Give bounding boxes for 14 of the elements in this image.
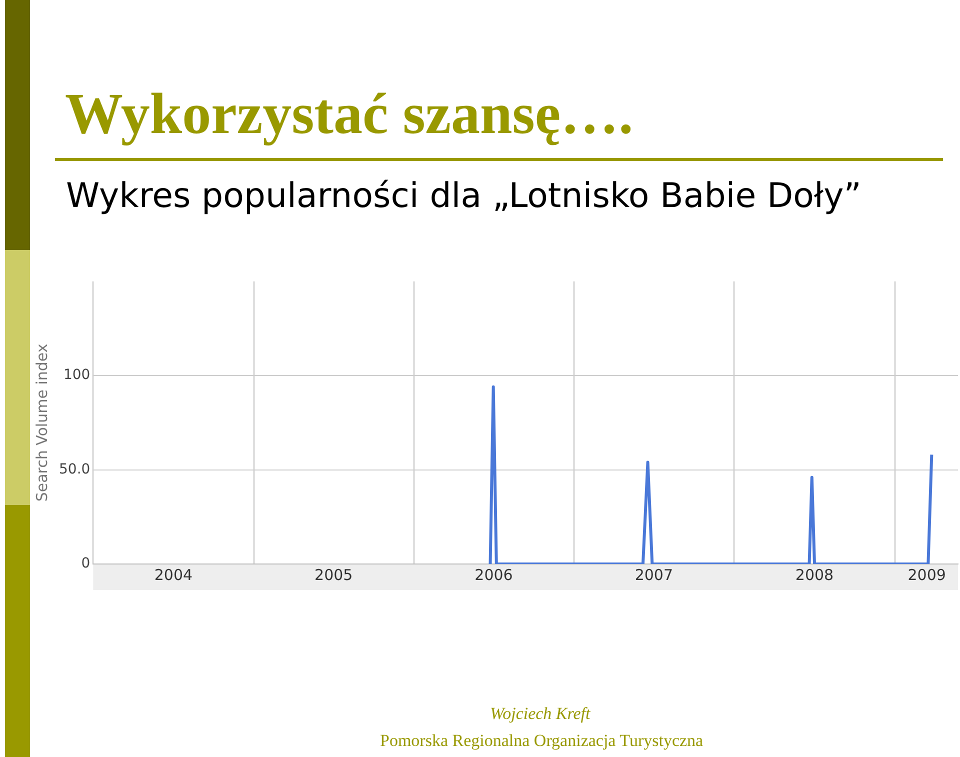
x-tick-label: 2004 [154, 566, 193, 584]
x-tick-label: 2005 [314, 566, 353, 584]
y-tick-label: 50.0 [59, 461, 90, 478]
x-tick-label: 2007 [634, 566, 674, 584]
text: Wojciech Kreft [490, 704, 590, 724]
x-tick-label: 2006 [474, 566, 513, 584]
y-tick-label: 0 [81, 556, 90, 572]
y-tick-label: 100 [63, 367, 90, 384]
chart-subtitle: Wykres popularności dla „Lotnisko Babie Doły” [66, 176, 862, 216]
chart-title: Wykorzystać szansę…. [65, 80, 634, 147]
y-axis-title: Search Volume index [32, 344, 51, 502]
text: Pomorska Regionalna Organizacja Turystyczna [380, 731, 704, 751]
x-tick-label: 2009 [908, 566, 946, 584]
x-tick-label: 2008 [795, 566, 834, 584]
